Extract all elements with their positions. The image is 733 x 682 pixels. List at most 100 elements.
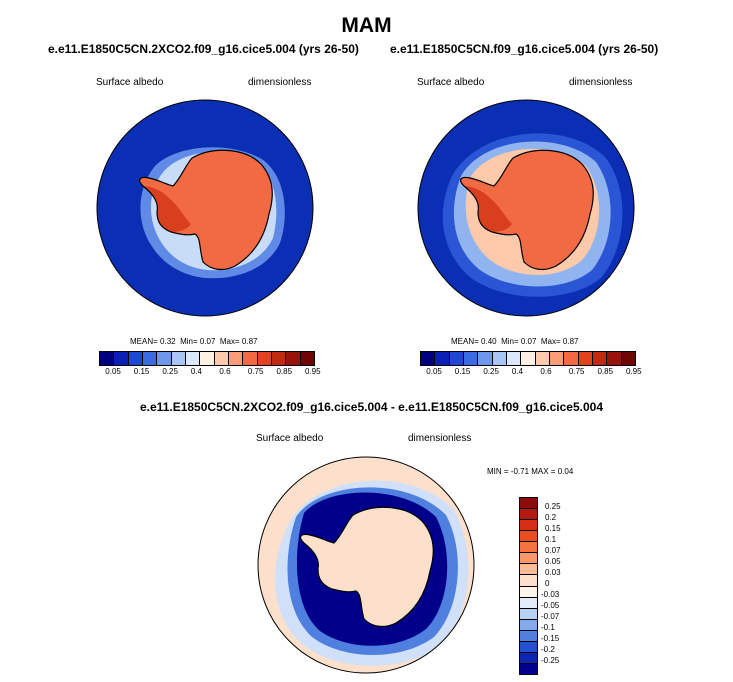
- colorbar-swatch: [592, 352, 608, 365]
- colorbar-tick-label: 0.75: [247, 367, 264, 376]
- colorbar-swatch: [114, 352, 129, 365]
- colorbar-swatch: [520, 509, 537, 521]
- colorbar-swatch: [100, 352, 115, 365]
- colorbar-swatch: [549, 352, 565, 365]
- panel3-title: e.e11.E1850C5CN.2XCO2.f09_g16.cice5.004 …: [140, 400, 603, 414]
- colorbar-tick-label: -0.1: [541, 623, 555, 632]
- panel3-map: [257, 456, 475, 674]
- panel2-colorbar-labels: 0.05 0.15 0.25 0.4 0.6 0.75 0.85 0.95: [420, 367, 641, 379]
- colorbar-swatch: [506, 352, 522, 365]
- panel1-variable: Surface albedo: [96, 77, 164, 88]
- colorbar-swatch: [520, 531, 537, 543]
- continent: [300, 507, 434, 627]
- colorbar-swatch: [478, 352, 493, 365]
- colorbar-swatch: [300, 352, 314, 365]
- continent: [139, 150, 273, 270]
- colorbar-tick-label: 0.4: [511, 367, 523, 376]
- colorbar-tick-label: 0.25: [162, 367, 178, 376]
- colorbar-tick-label: 0.85: [597, 367, 614, 376]
- colorbar-tick-label: -0.05: [541, 601, 560, 610]
- coastline: [139, 149, 273, 271]
- colorbar-swatch: [463, 352, 479, 365]
- coastline: [460, 149, 594, 271]
- colorbar-swatch: [157, 352, 172, 365]
- colorbar-swatch: [257, 352, 272, 365]
- colorbar-tick-label: 0.85: [276, 367, 293, 376]
- colorbar-tick-label: 0.6: [540, 367, 552, 376]
- colorbar-swatch: [214, 352, 229, 365]
- panel1-title: e.e11.E1850C5CN.2XCO2.f09_g16.cice5.004 …: [48, 42, 359, 56]
- colorbar-swatch: [520, 542, 537, 554]
- colorbar-tick-label: 0.95: [626, 367, 642, 376]
- coastline: [300, 506, 434, 628]
- colorbar-tick-label: 0.05: [105, 367, 121, 376]
- colorbar-swatch: [520, 564, 537, 576]
- colorbar-tick-label: -0.25: [541, 656, 560, 665]
- colorbar-tick-label: 0.05: [545, 557, 561, 566]
- continent: [460, 150, 594, 270]
- panel3-units: dimensionless: [408, 433, 472, 444]
- colorbar-swatch: [520, 553, 537, 565]
- colorbar-swatch: [520, 630, 537, 642]
- panel1-colorbar-labels: 0.05 0.15 0.25 0.4 0.6 0.75 0.85 0.95: [99, 367, 320, 379]
- colorbar-tick-label: 0.25: [545, 502, 561, 511]
- colorbar-swatch: [286, 352, 301, 365]
- colorbar-tick-label: 0.6: [219, 367, 231, 376]
- colorbar-swatch: [185, 352, 201, 365]
- figure-title: MAM: [341, 14, 392, 37]
- panel2-stats: MEAN= 0.40 Min= 0.07 Max= 0.87: [451, 337, 579, 346]
- panel2-units: dimensionless: [569, 77, 633, 88]
- colorbar-tick-label: 0: [545, 579, 550, 588]
- colorbar-swatch: [171, 352, 186, 365]
- colorbar-swatch: [520, 652, 537, 664]
- panel3-colorbar: [519, 497, 538, 675]
- colorbar-tick-label: 0.1: [545, 535, 557, 544]
- colorbar-swatch: [142, 352, 158, 365]
- colorbar-tick-label: 0.4: [190, 367, 202, 376]
- peninsula-dark: [143, 186, 191, 232]
- colorbar-swatch: [492, 352, 507, 365]
- colorbar-swatch: [520, 520, 537, 532]
- panel1-stats: MEAN= 0.32 Min= 0.07 Max= 0.87: [130, 337, 258, 346]
- colorbar-tick-label: 0.07: [545, 546, 561, 555]
- panel1-units: dimensionless: [248, 77, 312, 88]
- colorbar-swatch: [435, 352, 450, 365]
- colorbar-tick-label: 0.95: [305, 367, 321, 376]
- colorbar-swatch: [421, 352, 436, 365]
- colorbar-swatch: [607, 352, 622, 365]
- colorbar-swatch: [520, 597, 537, 609]
- colorbar-tick-label: 0.05: [426, 367, 442, 376]
- colorbar-swatch: [520, 663, 537, 674]
- colorbar-tick-label: 0.03: [545, 568, 561, 577]
- panel1-map: [96, 99, 314, 317]
- colorbar-tick-label: -0.2: [541, 645, 555, 654]
- colorbar-swatch: [564, 352, 579, 365]
- colorbar-tick-label: -0.07: [541, 612, 560, 621]
- colorbar-tick-label: 0.25: [483, 367, 499, 376]
- colorbar-swatch: [520, 586, 537, 598]
- colorbar-swatch: [128, 352, 143, 365]
- panel3-variable: Surface albedo: [256, 433, 324, 444]
- panel2-colorbar: [420, 351, 636, 366]
- panel1-colorbar: [99, 351, 315, 366]
- colorbar-swatch: [243, 352, 258, 365]
- colorbar-swatch: [228, 352, 244, 365]
- colorbar-tick-label: 0.2: [545, 513, 557, 522]
- colorbar-tick-label: 0.15: [133, 367, 150, 376]
- colorbar-swatch: [520, 575, 537, 587]
- colorbar-tick-label: -0.15: [541, 634, 560, 643]
- panel2-variable: Surface albedo: [417, 77, 485, 88]
- colorbar-swatch: [520, 619, 537, 631]
- panel2-map: [417, 99, 635, 317]
- colorbar-swatch: [535, 352, 550, 365]
- colorbar-swatch: [520, 608, 537, 620]
- peninsula-dark: [464, 186, 512, 232]
- panel3-colorbar-labels: 0.25 0.2 0.15 0.1 0.07 0.05 0.03 0 -0.03 -0.05 -0.…: [541, 497, 581, 673]
- colorbar-tick-label: -0.03: [541, 590, 560, 599]
- colorbar-swatch: [520, 641, 537, 653]
- colorbar-swatch: [271, 352, 287, 365]
- colorbar-tick-label: 0.15: [454, 367, 471, 376]
- colorbar-swatch: [449, 352, 464, 365]
- colorbar-tick-label: 0.15: [545, 524, 561, 533]
- colorbar-tick-label: 0.75: [568, 367, 585, 376]
